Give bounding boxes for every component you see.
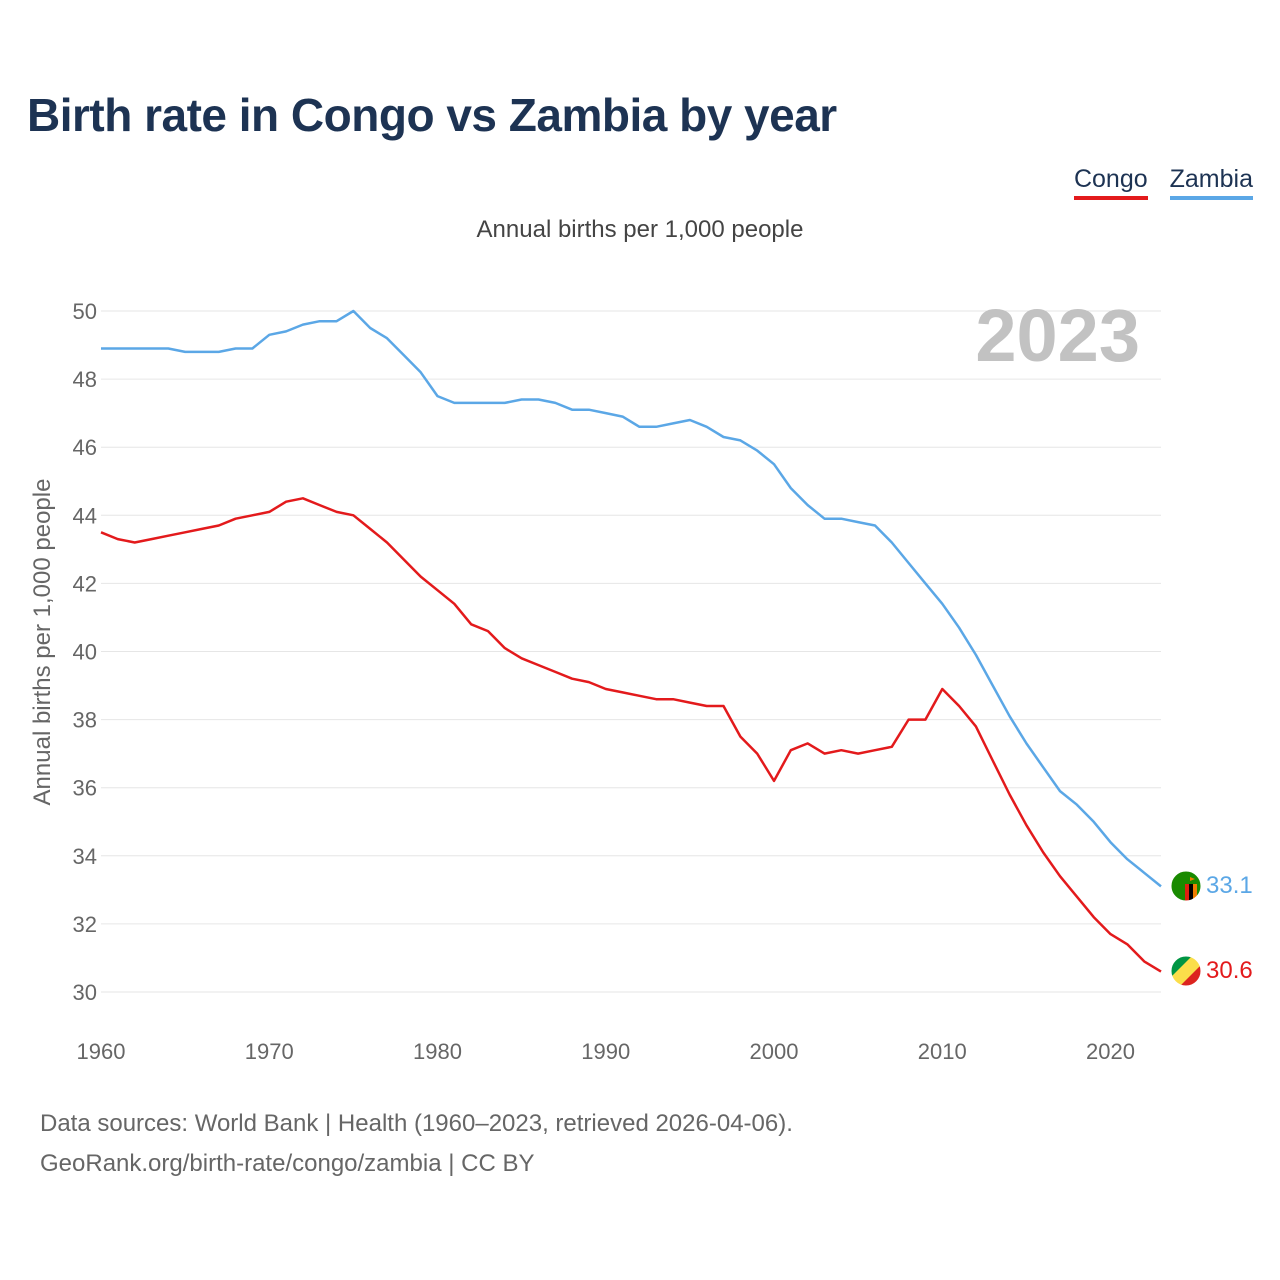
x-tick-labels: 1960 1970 1980 1990 2000 2010 2020 [77,1039,1135,1064]
x-tick-label: 1970 [245,1039,294,1064]
congo-end-value: 30.6 [1206,957,1253,984]
footer-url[interactable]: GeoRank.org/birth-rate/congo/zambia | CC… [40,1150,535,1177]
y-tick-labels: 30 32 34 36 38 40 42 44 46 48 50 [73,299,97,1005]
gridlines [101,310,1161,993]
year-label: 2023 [975,294,1140,377]
y-tick-label: 44 [73,503,97,528]
y-tick-label: 34 [73,844,97,869]
y-tick-label: 36 [73,776,97,801]
series-lines [100,309,1162,973]
y-axis-label: Annual births per 1,000 people [29,479,56,806]
chart-title: Birth rate in Congo vs Zambia by year [27,89,837,141]
x-tick-label: 1980 [413,1039,462,1064]
y-tick-label: 40 [73,640,97,665]
series-line-congo[interactable] [100,497,1162,973]
y-tick-label: 32 [73,912,97,937]
x-tick-label: 2020 [1086,1039,1135,1064]
legend: Congo Zambia [1073,165,1253,200]
y-tick-label: 46 [73,435,97,460]
chart-subtitle: Annual births per 1,000 people [476,216,804,243]
y-tick-label: 48 [73,367,97,392]
zambia-end-value: 33.1 [1206,872,1253,899]
series-line-zambia[interactable] [101,309,1162,888]
congo-flag-icon [1171,956,1201,986]
y-tick-label: 42 [73,571,97,596]
x-tick-label: 2000 [750,1039,799,1064]
y-tick-label: 30 [73,980,97,1005]
y-tick-label: 50 [73,299,97,324]
x-tick-label: 1990 [581,1039,630,1064]
y-tick-label: 38 [73,708,97,733]
zambia-flag-icon [1171,871,1201,901]
footer-sources: Data sources: World Bank | Health (1960–… [40,1110,793,1137]
footer: Data sources: World Bank | Health (1960–… [40,1104,793,1184]
x-tick-label: 1960 [77,1039,126,1064]
legend-congo[interactable]: Congo [1073,165,1148,200]
legend-zambia[interactable]: Zambia [1169,165,1253,200]
x-tick-label: 2010 [918,1039,967,1064]
